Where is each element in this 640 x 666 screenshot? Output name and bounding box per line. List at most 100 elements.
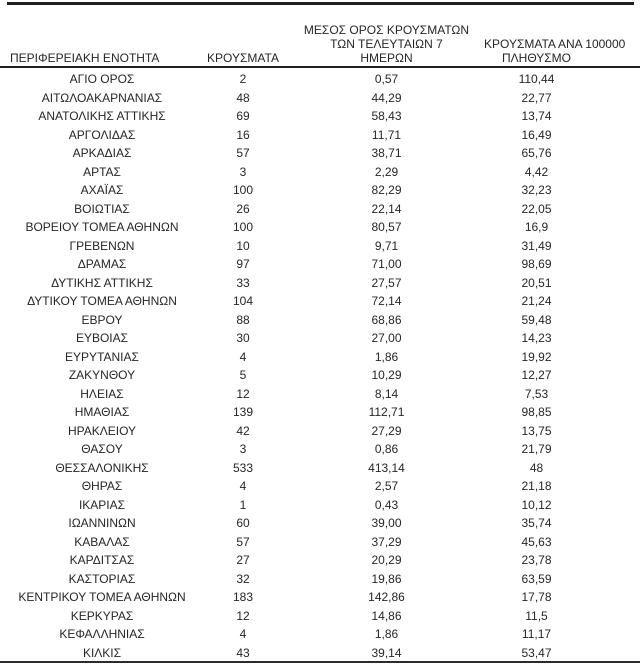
avg7day-cell: 0,57 (374, 72, 399, 86)
row-spacer (589, 348, 634, 367)
region-cell: ΑΙΤΩΛΟΑΚΑΡΝΑΝΙΑΣ (41, 90, 163, 105)
table-row: ΙΩΑΝΝΙΝΩΝ 60 39,00 35,74 (7, 514, 634, 533)
table-row: ΑΓΙΟ ΟΡΟΣ 2 0,57 110,44 (7, 70, 634, 89)
cases-cell: 26 (236, 201, 250, 216)
cases-cell: 10 (236, 238, 250, 253)
cases-cell: 30 (236, 331, 250, 345)
row-spacer (589, 440, 634, 459)
cases-cell: 27 (236, 553, 250, 567)
region-cell: ΑΝΑΤΟΛΙΚΗΣ ΑΤΤΙΚΗΣ (38, 109, 166, 123)
per100k-cell: 98,69 (521, 257, 552, 271)
table-row: ΚΑΡΔΙΤΣΑΣ 27 20,29 23,78 (7, 551, 634, 570)
table-row: ΕΒΡΟΥ 88 68,86 59,48 (7, 311, 634, 330)
table-row: ΑΧΑΪΑΣ 100 82,29 32,23 (7, 181, 634, 200)
table-row: ΗΡΑΚΛΕΙΟΥ 42 27,29 13,75 (7, 422, 634, 441)
avg7day-cell: 14,86 (371, 608, 402, 623)
cases-cell: 4 (239, 479, 247, 493)
cases-cell: 42 (236, 423, 250, 438)
per100k-cell: 48 (529, 460, 544, 475)
column-header-cases-label: ΚΡΟΥΣΜΑΤΑ (207, 51, 279, 65)
cases-cell: 69 (236, 109, 250, 123)
table-row: ΘΕΣΣΑΛΟΝΙΚΗΣ 533 413,14 48 (7, 459, 634, 478)
per100k-cell: 45,63 (521, 534, 552, 549)
per100k-cell: 59,48 (521, 312, 552, 327)
table-row: ΔΡΑΜΑΣ 97 71,00 98,69 (7, 255, 634, 274)
table-row: ΕΥΡΥΤΑΝΙΑΣ 4 1,86 19,92 (7, 348, 634, 367)
avg7day-cell: 37,29 (371, 534, 402, 549)
region-cell: ΚΑΡΔΙΤΣΑΣ (69, 553, 135, 567)
per100k-cell: 4,42 (524, 164, 549, 179)
region-cell: ΚΙΛΚΙΣ (82, 645, 122, 660)
table-row: ΙΚΑΡΙΑΣ 1 0,43 10,12 (7, 496, 634, 515)
row-spacer (589, 477, 634, 496)
per100k-cell: 20,51 (521, 275, 552, 290)
table-header-row: ΠΕΡΙΦΕΡΕΙΑΚΗ ΕΝΟΤΗΤΑ ΚΡΟΥΣΜΑΤΑ ΜΕΣΟΣ ΟΡΟ… (7, 20, 634, 65)
per100k-cell: 21,24 (521, 294, 552, 308)
avg7day-cell: 27,29 (371, 423, 402, 438)
table-row: ΓΡΕΒΕΝΩΝ 10 9,71 31,49 (7, 237, 634, 256)
table-row: ΚΕΦΑΛΛΗΝΙΑΣ 4 1,86 11,17 (7, 625, 634, 644)
avg7day-cell: 20,29 (371, 553, 402, 567)
per100k-cell: 17,78 (521, 590, 552, 604)
table-body: ΑΓΙΟ ΟΡΟΣ 2 0,57 110,44 ΑΙΤΩΛΟΑΚΑΡΝΑΝΙΑΣ… (7, 70, 634, 662)
table-row: ΘΑΣΟΥ 3 0,86 21,79 (7, 440, 634, 459)
column-header-per100k-line2: ΠΛΗΘΥΣΜΟ (501, 51, 572, 65)
avg7day-cell: 19,86 (371, 571, 402, 586)
cases-cell: 57 (236, 146, 250, 160)
cases-cell: 100 (232, 220, 254, 234)
per100k-cell: 22,05 (521, 201, 552, 216)
column-header-per100k: ΚΡΟΥΣΜΑΤΑ ΑΝΑ 100000 ΠΛΗΘΥΣΜΟ (484, 37, 625, 65)
cases-cell: 3 (239, 164, 247, 179)
table-row: ΑΡΓΟΛΙΔΑΣ 16 11,71 16,49 (7, 126, 634, 145)
avg7day-cell: 2,29 (374, 164, 399, 179)
row-spacer (589, 329, 634, 348)
per100k-cell: 110,44 (518, 72, 555, 86)
region-cell: ΔΡΑΜΑΣ (77, 257, 127, 271)
avg7day-cell: 2,57 (374, 479, 399, 493)
per100k-cell: 13,75 (521, 423, 552, 438)
per100k-cell: 16,9 (524, 220, 549, 234)
table-top-rule (7, 2, 634, 5)
row-spacer (589, 218, 634, 237)
region-cell: ΕΥΡΥΤΑΝΙΑΣ (65, 349, 139, 364)
row-spacer (589, 200, 634, 219)
cases-cell: 48 (236, 90, 250, 105)
per100k-cell: 16,49 (521, 127, 552, 142)
cases-cell: 97 (236, 257, 250, 271)
row-spacer (589, 126, 634, 145)
cases-cell: 183 (232, 590, 254, 604)
header-separator-rule (0, 66, 640, 68)
row-spacer (589, 422, 634, 441)
cases-cell: 3 (239, 442, 247, 456)
region-cell: ΚΑΒΑΛΑΣ (74, 534, 130, 549)
table-row: ΗΜΑΘΙΑΣ 139 112,71 98,85 (7, 403, 634, 422)
region-cell: ΕΒΡΟΥ (81, 312, 123, 327)
per100k-cell: 10,12 (521, 497, 552, 512)
per100k-cell: 11,5 (525, 608, 548, 623)
region-cell: ΕΥΒΟΙΑΣ (75, 331, 129, 345)
table-row: ΔΥΤΙΚΟΥ ΤΟΜΕΑ ΑΘΗΝΩΝ 104 72,14 21,24 (7, 292, 634, 311)
avg7day-cell: 142,86 (368, 590, 405, 604)
column-header-region-label: ΠΕΡΙΦΕΡΕΙΑΚΗ ΕΝΟΤΗΤΑ (10, 51, 160, 65)
row-spacer (589, 644, 634, 663)
avg7day-cell: 44,29 (371, 90, 402, 105)
avg7day-cell: 1,86 (374, 627, 399, 641)
region-cell: ΒΟΙΩΤΙΑΣ (74, 201, 130, 216)
row-spacer (589, 274, 634, 293)
avg7day-cell: 9,71 (374, 238, 399, 253)
row-spacer (589, 311, 634, 330)
row-spacer (589, 144, 634, 163)
row-spacer (589, 292, 634, 311)
region-cell: ΖΑΚΥΝΘΟΥ (68, 368, 136, 382)
cases-cell: 100 (232, 183, 254, 197)
row-spacer (589, 255, 634, 274)
avg7day-cell: 39,14 (371, 645, 402, 660)
per100k-cell: 65,76 (521, 146, 552, 160)
cases-cell: 533 (232, 460, 254, 475)
avg7day-cell: 38,71 (371, 146, 402, 160)
avg7day-cell: 72,14 (371, 294, 402, 308)
avg7day-cell: 11,71 (371, 127, 402, 142)
cases-cell: 60 (236, 516, 250, 530)
table-row: ΔΥΤΙΚΗΣ ΑΤΤΙΚΗΣ 33 27,57 20,51 (7, 274, 634, 293)
